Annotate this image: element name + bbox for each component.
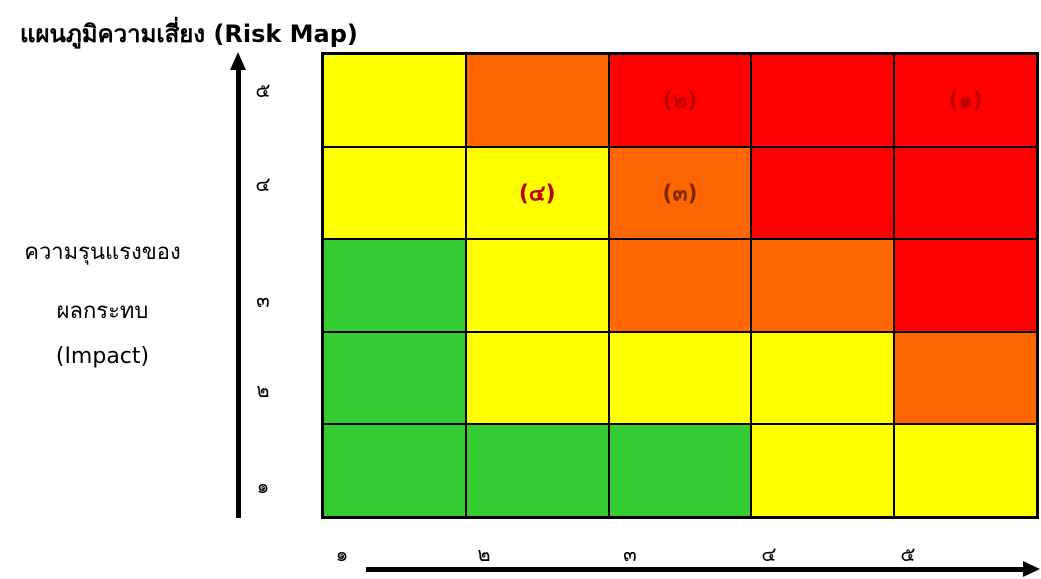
risk-cell-x5-y1 xyxy=(894,424,1037,517)
risk-cell-x5-y2 xyxy=(894,331,1037,425)
y-tick-1: ๑ xyxy=(256,474,270,498)
risk-cell-x1-y3 xyxy=(323,239,466,332)
risk-cell-x1-y2 xyxy=(323,331,466,425)
chart-title: แผนภูมิความเสี่ยง (Risk Map) xyxy=(20,20,358,48)
risk-cell-x4-y3 xyxy=(751,239,895,332)
risk-cell-x2-y2 xyxy=(465,331,609,425)
risk-cell-x1-y4 xyxy=(323,146,466,240)
x-axis-arrow-line xyxy=(366,567,1024,572)
risk-cell-x5-y5: (๑) xyxy=(894,54,1037,147)
risk-cell-x3-y2 xyxy=(608,331,752,425)
risk-cell-x3-y5: (๒) xyxy=(608,54,752,147)
x-tick-1: ๑ xyxy=(335,542,349,566)
y-tick-2: ๒ xyxy=(256,378,270,402)
risk-cell-x2-y1 xyxy=(465,424,609,517)
risk-matrix-grid: (๒) (๑) (๔) (๓) xyxy=(321,52,1039,519)
y-tick-3: ๓ xyxy=(256,288,270,312)
risk-cell-x4-y1 xyxy=(751,424,895,517)
y-axis-label-line-1: ความรุนแรงของ xyxy=(24,240,181,265)
risk-cell-x2-y4: (๔) xyxy=(465,146,609,240)
risk-cell-x5-y3 xyxy=(894,239,1037,332)
risk-cell-x1-y5 xyxy=(323,54,466,147)
x-axis-arrowhead-icon xyxy=(1023,561,1040,577)
y-axis-arrow-line xyxy=(236,68,241,518)
risk-cell-x2-y5 xyxy=(465,54,609,147)
risk-cell-x2-y3 xyxy=(465,239,609,332)
risk-cell-x4-y4 xyxy=(751,146,895,240)
risk-point-label: (๑) xyxy=(948,88,983,114)
y-tick-4: ๔ xyxy=(255,172,271,196)
risk-point-label: (๔) xyxy=(518,181,556,207)
risk-cell-x4-y5 xyxy=(751,54,895,147)
y-axis-arrowhead-icon xyxy=(230,52,246,70)
x-tick-3: ๓ xyxy=(623,542,637,566)
risk-cell-x3-y4: (๓) xyxy=(608,146,752,240)
y-axis-label-line-2: ผลกระทบ xyxy=(56,299,149,324)
risk-point-label: (๒) xyxy=(662,88,698,114)
risk-cell-x4-y2 xyxy=(751,331,895,425)
x-tick-5: ๕ xyxy=(900,542,916,566)
risk-cell-x3-y3 xyxy=(608,239,752,332)
x-tick-4: ๔ xyxy=(761,542,777,566)
risk-point-label: (๓) xyxy=(662,181,698,207)
risk-cell-x5-y4 xyxy=(894,146,1037,240)
x-tick-2: ๒ xyxy=(477,542,491,566)
y-tick-5: ๕ xyxy=(255,78,271,102)
risk-cell-x3-y1 xyxy=(608,424,752,517)
y-axis-label-line-3: (Impact) xyxy=(55,344,150,369)
risk-cell-x1-y1 xyxy=(323,424,466,517)
